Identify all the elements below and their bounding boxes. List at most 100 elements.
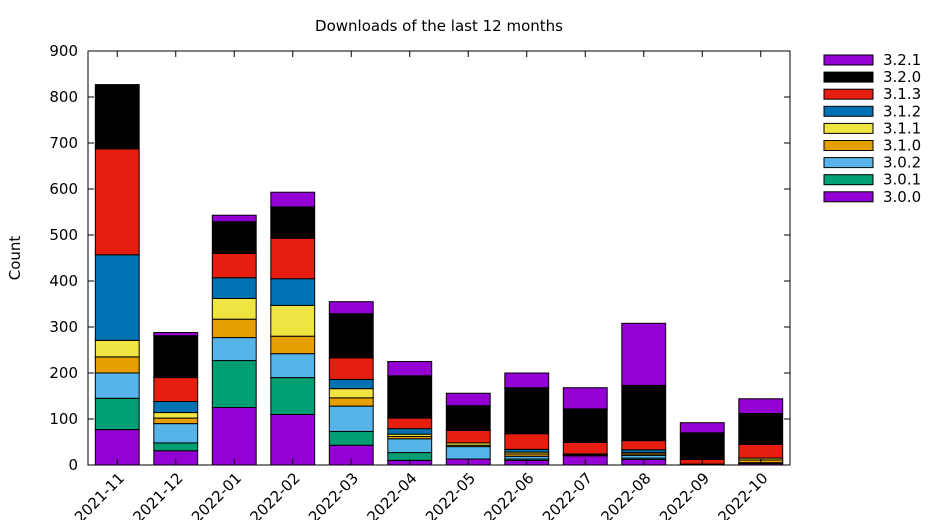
x-tick-label: 2021-12 xyxy=(130,469,187,520)
bar-segment xyxy=(387,417,433,430)
bar-segment xyxy=(211,318,257,339)
bar-segment xyxy=(621,322,667,386)
bar-segment xyxy=(270,191,316,208)
bar-segment xyxy=(211,297,257,320)
y-tick-label: 900 xyxy=(49,42,78,60)
bar-segment xyxy=(153,401,199,414)
y-tick-label: 700 xyxy=(49,134,78,152)
bar-segment xyxy=(387,361,433,377)
bar-segment xyxy=(211,360,257,408)
bar-segment xyxy=(445,405,491,432)
x-tick-label: 2022-10 xyxy=(715,469,772,520)
bar-segment xyxy=(738,443,784,459)
y-tick-label: 200 xyxy=(49,364,78,382)
y-axis-label: Count xyxy=(6,236,24,281)
bar-segment xyxy=(211,277,257,299)
bar-segment xyxy=(94,339,140,358)
bar-segment xyxy=(211,407,257,466)
bar-segment xyxy=(328,301,374,315)
bar-segment xyxy=(153,335,199,379)
legend-swatch xyxy=(823,54,874,66)
x-tick-label: 2022-01 xyxy=(188,469,245,520)
y-tick-label: 500 xyxy=(49,226,78,244)
legend-swatch xyxy=(823,88,874,100)
bar-segment xyxy=(270,206,316,239)
bar-segment xyxy=(270,335,316,355)
bar-segment xyxy=(328,357,374,380)
y-tick-label: 300 xyxy=(49,318,78,336)
bar-segment xyxy=(270,353,316,379)
bar-segment xyxy=(562,408,608,443)
legend-label: 3.0.2 xyxy=(883,154,921,172)
bar-segment xyxy=(504,372,550,389)
bar-segment xyxy=(94,356,140,374)
bar-segment xyxy=(211,214,257,223)
bar-segment xyxy=(328,430,374,446)
bar-segment xyxy=(562,441,608,455)
bar-segment xyxy=(738,412,784,445)
bar-segment xyxy=(387,375,433,419)
legend-label: 3.1.2 xyxy=(883,102,921,120)
x-tick-label: 2022-07 xyxy=(539,469,596,520)
bar-segment xyxy=(328,378,374,390)
y-axis-ticks: 0 100 200 300 400 500 600 700 800 900 xyxy=(49,42,790,474)
bar-segment xyxy=(211,252,257,279)
y-tick-label: 600 xyxy=(49,180,78,198)
bar-segment xyxy=(94,397,140,431)
bar-segment xyxy=(328,313,374,359)
bar-segment xyxy=(153,377,199,403)
y-tick-label: 800 xyxy=(49,88,78,106)
y-tick-label: 0 xyxy=(68,456,78,474)
legend: 3.2.13.2.03.1.33.1.23.1.13.1.03.0.23.0.1… xyxy=(823,51,921,206)
legend-label: 3.2.0 xyxy=(883,68,921,86)
bar-segment xyxy=(153,442,199,452)
bar-stacks xyxy=(94,84,784,466)
bar-segment xyxy=(211,337,257,362)
legend-label: 3.2.1 xyxy=(883,51,921,69)
bar-segment xyxy=(445,392,491,407)
bar-segment xyxy=(153,417,199,425)
bar-segment xyxy=(211,221,257,254)
legend-swatch xyxy=(823,174,874,186)
bar-segment xyxy=(504,433,550,450)
bar-segment xyxy=(445,430,491,444)
legend-swatch xyxy=(823,191,874,203)
legend-swatch xyxy=(823,71,874,83)
bar-segment xyxy=(445,446,491,460)
x-tick-label: 2022-05 xyxy=(422,469,479,520)
bar-segment xyxy=(679,422,725,434)
legend-swatch xyxy=(823,140,874,151)
x-tick-label: 2021-11 xyxy=(71,469,128,520)
bar-segment xyxy=(153,423,199,444)
y-tick-label: 100 xyxy=(49,410,78,428)
bar-segment xyxy=(328,405,374,432)
y-tick-label: 400 xyxy=(49,272,78,290)
legend-label: 3.1.3 xyxy=(883,85,921,103)
bar-segment xyxy=(270,304,316,337)
bar-segment xyxy=(387,428,433,435)
x-tick-label: 2022-08 xyxy=(598,469,655,520)
bar-segment xyxy=(621,384,667,442)
x-tick-label: 2022-04 xyxy=(364,469,421,520)
x-tick-label: 2022-02 xyxy=(247,469,304,520)
bar-segment xyxy=(270,237,316,280)
bar-segment xyxy=(328,388,374,399)
bar-segment xyxy=(738,398,784,414)
bar-segment xyxy=(387,438,433,454)
legend-label: 3.1.1 xyxy=(883,119,921,137)
chart-title: Downloads of the last 12 months xyxy=(315,17,563,35)
bar-segment xyxy=(504,387,550,435)
bar-segment xyxy=(94,148,140,256)
bar-segment xyxy=(270,413,316,466)
bar-segment xyxy=(562,387,608,410)
x-tick-label: 2022-06 xyxy=(481,469,538,520)
legend-label: 3.0.0 xyxy=(883,188,921,206)
legend-swatch xyxy=(823,122,874,134)
legend-swatch xyxy=(823,105,874,117)
bar-segment xyxy=(94,372,140,399)
legend-swatch xyxy=(823,157,874,169)
bar-segment xyxy=(94,84,140,150)
x-tick-label: 2022-09 xyxy=(656,469,713,520)
bar-segment xyxy=(153,332,199,337)
bar-segment xyxy=(94,254,140,341)
